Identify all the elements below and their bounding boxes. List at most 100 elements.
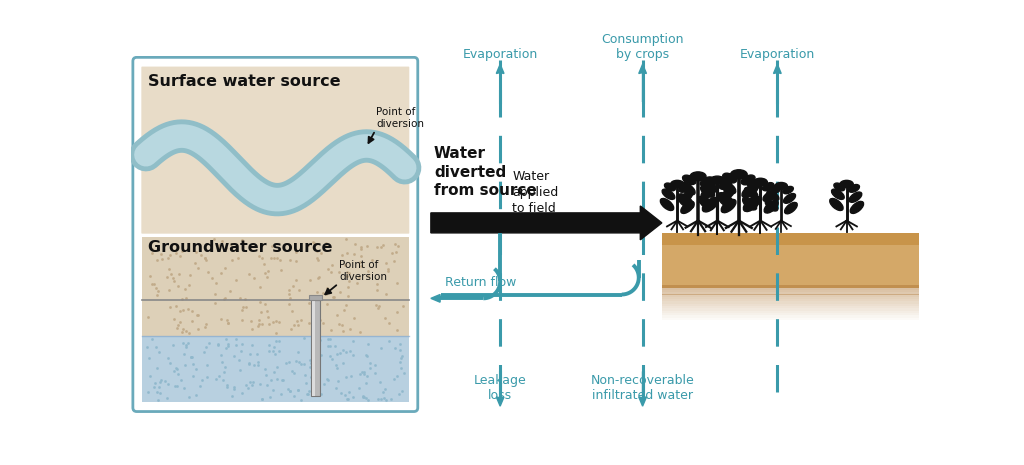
Bar xyxy=(310,299,319,396)
Point xyxy=(198,256,214,264)
Text: Evaporation: Evaporation xyxy=(739,48,815,61)
Point xyxy=(352,371,369,378)
Point xyxy=(288,257,304,265)
Point xyxy=(300,241,316,249)
Point xyxy=(254,320,270,327)
Point xyxy=(245,341,261,349)
Point xyxy=(170,371,186,378)
FancyArrow shape xyxy=(773,64,781,102)
Point xyxy=(282,256,298,264)
Point xyxy=(214,237,230,245)
Point xyxy=(151,348,167,355)
Point xyxy=(226,352,243,360)
Point xyxy=(346,314,362,322)
Point xyxy=(218,345,234,352)
Point xyxy=(358,394,375,402)
Point xyxy=(212,352,228,359)
Point xyxy=(145,280,162,288)
Point xyxy=(389,372,406,379)
Point xyxy=(150,287,166,294)
Point xyxy=(367,370,383,377)
Text: Point of
diversion: Point of diversion xyxy=(376,107,424,129)
Point xyxy=(165,341,181,349)
Ellipse shape xyxy=(762,183,774,191)
Text: Leakage
loss: Leakage loss xyxy=(474,374,526,402)
Point xyxy=(250,362,266,369)
Point xyxy=(337,392,353,399)
Point xyxy=(175,384,191,391)
Point xyxy=(318,239,335,247)
Point xyxy=(359,272,376,279)
Bar xyxy=(662,285,920,287)
Point xyxy=(240,385,256,392)
Point xyxy=(377,314,393,321)
Point xyxy=(338,348,354,356)
Point xyxy=(319,342,336,350)
Point xyxy=(311,274,328,281)
Point xyxy=(171,270,187,278)
Ellipse shape xyxy=(742,185,758,198)
Point xyxy=(217,335,233,343)
Point xyxy=(217,364,233,371)
Ellipse shape xyxy=(730,170,748,179)
Point xyxy=(271,347,288,354)
Point xyxy=(370,305,386,312)
Text: Water
diverted
from source: Water diverted from source xyxy=(434,146,537,198)
Point xyxy=(318,375,335,383)
Point xyxy=(216,295,232,302)
Point xyxy=(217,264,233,272)
Text: Non-recoverable
infiltrated water: Non-recoverable infiltrated water xyxy=(591,374,694,402)
Point xyxy=(224,392,241,400)
Point xyxy=(281,359,297,366)
Point xyxy=(288,357,304,365)
Point xyxy=(339,268,355,275)
Point xyxy=(390,242,407,250)
Point xyxy=(153,389,169,397)
Point xyxy=(207,299,223,306)
Point xyxy=(210,341,226,348)
Point xyxy=(168,302,184,309)
Point xyxy=(218,244,234,251)
Ellipse shape xyxy=(663,189,675,199)
Point xyxy=(394,302,411,310)
Point xyxy=(369,301,385,309)
Point xyxy=(261,320,278,327)
Point xyxy=(323,342,339,350)
Point xyxy=(299,390,315,397)
Point xyxy=(272,390,289,398)
Point xyxy=(329,311,345,319)
Point xyxy=(386,376,402,383)
Point xyxy=(145,384,162,391)
Point xyxy=(290,349,306,356)
Bar xyxy=(662,308,920,311)
Point xyxy=(191,382,208,390)
Point xyxy=(334,252,350,259)
Point xyxy=(302,363,318,371)
Bar xyxy=(662,287,920,290)
Point xyxy=(319,335,336,342)
Point xyxy=(159,394,175,402)
Point xyxy=(369,286,385,294)
Point xyxy=(322,335,338,342)
Point xyxy=(362,359,379,367)
Point xyxy=(314,290,331,297)
Ellipse shape xyxy=(742,197,757,210)
Point xyxy=(378,396,394,404)
Point xyxy=(293,396,309,404)
Point xyxy=(393,352,410,360)
Point xyxy=(339,272,355,280)
FancyArrow shape xyxy=(431,294,443,302)
Point xyxy=(339,396,355,403)
Point xyxy=(350,273,367,281)
Point xyxy=(336,306,352,314)
Point xyxy=(302,374,318,381)
Point xyxy=(233,237,250,244)
Point xyxy=(150,291,166,299)
Point xyxy=(231,294,248,301)
Point xyxy=(175,306,191,313)
Point xyxy=(152,378,168,385)
Point xyxy=(268,337,285,345)
Point xyxy=(271,319,288,326)
Text: Water
applied
to field: Water applied to field xyxy=(512,170,559,215)
Ellipse shape xyxy=(829,199,843,211)
